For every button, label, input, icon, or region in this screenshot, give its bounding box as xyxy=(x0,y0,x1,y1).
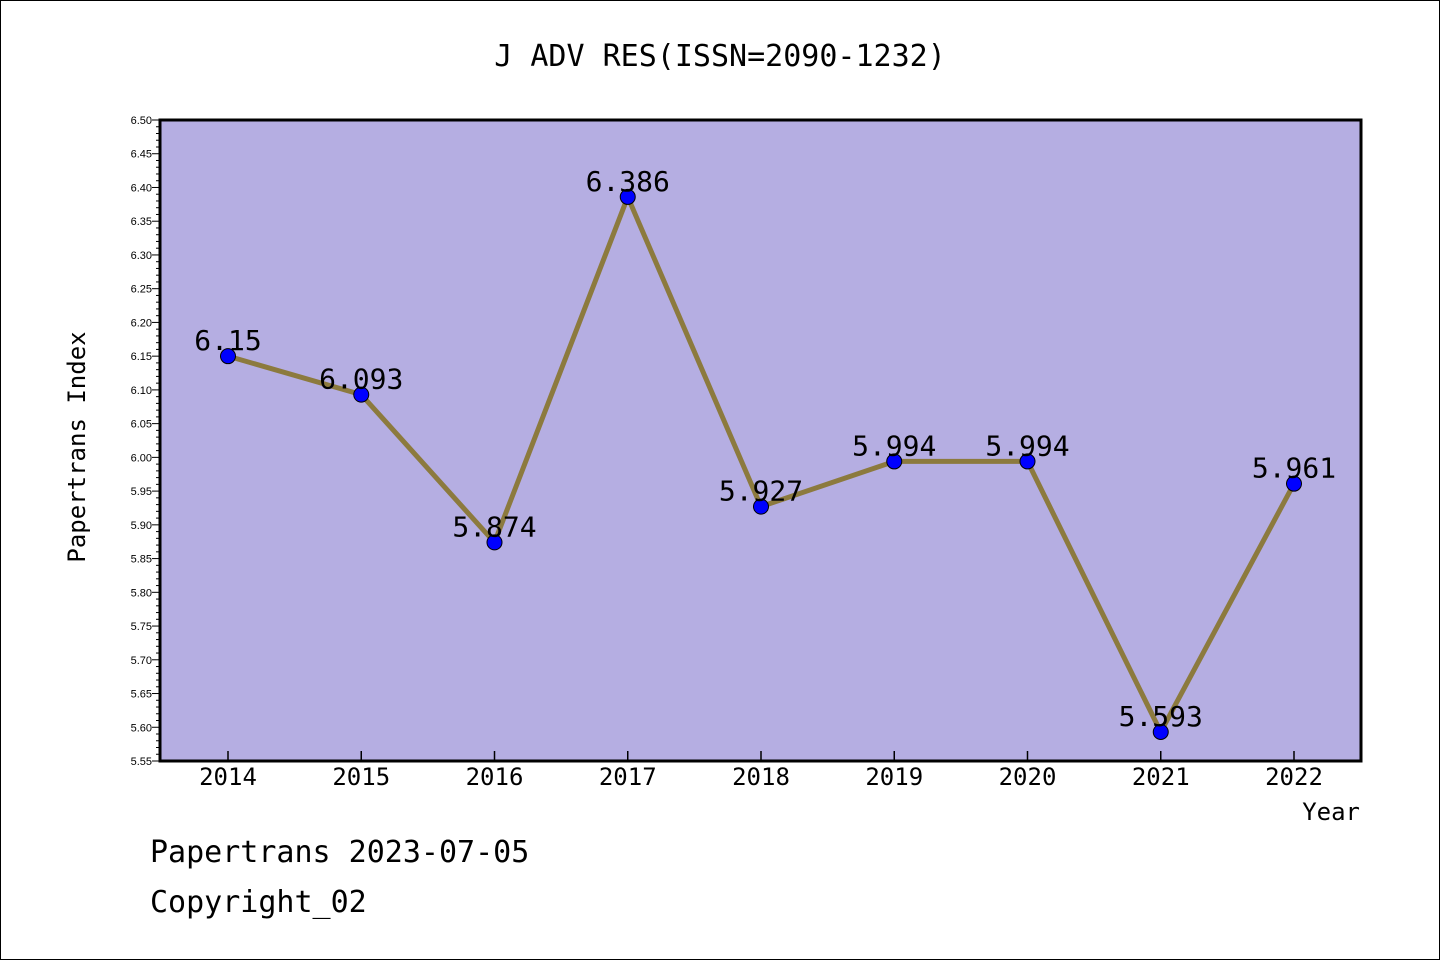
x-tick-label: 2020 xyxy=(999,763,1057,791)
y-tick-label: 5.75 xyxy=(131,621,152,633)
data-labels: 6.15 6.093 5.874 6.386 5.927 5.994 5.994 5.593 5… xyxy=(194,165,1336,733)
y-tick-label: 6.15 xyxy=(131,351,152,363)
x-axis-label: Year xyxy=(1302,798,1360,826)
y-tick-label: 5.65 xyxy=(131,689,152,701)
y-tick-label: 6.10 xyxy=(131,385,152,397)
chart-title: J ADV RES(ISSN=2090-1232) xyxy=(494,39,946,74)
data-point xyxy=(353,386,370,403)
x-tick-label: 2016 xyxy=(466,763,524,791)
y-tick-label: 5.70 xyxy=(131,655,152,667)
data-label: 5.927 xyxy=(719,475,803,508)
data-label: 5.994 xyxy=(852,429,936,462)
y-axis-label: Papertrans Index xyxy=(63,331,91,562)
data-label: 5.961 xyxy=(1252,452,1336,485)
y-tick-label: 6.45 xyxy=(131,149,152,161)
y-tick-label: 6.00 xyxy=(131,452,152,464)
x-tick-label: 2019 xyxy=(865,763,923,791)
data-point xyxy=(619,188,636,205)
footer-copyright: Copyright_02 xyxy=(150,885,367,920)
data-point xyxy=(1152,723,1169,740)
x-tick-label: 2017 xyxy=(599,763,657,791)
y-tick-label: 6.30 xyxy=(131,250,152,262)
data-point xyxy=(220,348,236,365)
plot-area xyxy=(158,118,1363,763)
x-tick-label: 2021 xyxy=(1132,763,1190,791)
data-label: 5.874 xyxy=(452,510,536,543)
x-axis: 2014 2015 2016 2017 2018 2019 2020 2021 2022 xyxy=(199,751,1323,791)
y-tick-label: 6.50 xyxy=(131,115,152,127)
y-tick-label: 5.55 xyxy=(131,756,152,768)
y-tick-label: 5.95 xyxy=(131,486,152,498)
y-tick-label: 6.35 xyxy=(131,216,152,228)
y-tick-label: 6.20 xyxy=(131,317,152,329)
data-label: 6.15 xyxy=(194,324,261,357)
data-label: 5.994 xyxy=(985,429,1069,462)
y-tick-label: 6.25 xyxy=(131,284,152,296)
x-tick-label: 2014 xyxy=(199,763,257,791)
x-tick-label: 2018 xyxy=(732,763,790,791)
y-tick-label: 6.05 xyxy=(131,419,152,431)
series-line-group xyxy=(220,188,1302,740)
data-point xyxy=(1019,453,1036,470)
y-tick-label: 5.85 xyxy=(131,554,152,566)
data-label: 6.386 xyxy=(586,165,670,198)
data-label: 5.593 xyxy=(1119,700,1203,733)
x-tick-label: 2015 xyxy=(332,763,390,791)
data-point xyxy=(1286,475,1302,492)
data-point xyxy=(886,453,903,470)
y-tick-label: 5.80 xyxy=(131,587,152,599)
y-tick-label: 5.60 xyxy=(131,722,152,734)
data-point xyxy=(753,498,769,515)
y-tick-label: 5.90 xyxy=(131,520,152,532)
y-axis: 5.55 5.60 5.65 5.70 5.75 5.80 5.85 5.90 5.95 6.00… xyxy=(131,115,160,768)
data-label: 6.093 xyxy=(319,363,403,396)
y-tick-label: 6.40 xyxy=(131,182,152,194)
x-tick-label: 2022 xyxy=(1265,763,1323,791)
footer-date: Papertrans 2023-07-05 xyxy=(150,835,530,870)
data-point xyxy=(486,534,503,551)
